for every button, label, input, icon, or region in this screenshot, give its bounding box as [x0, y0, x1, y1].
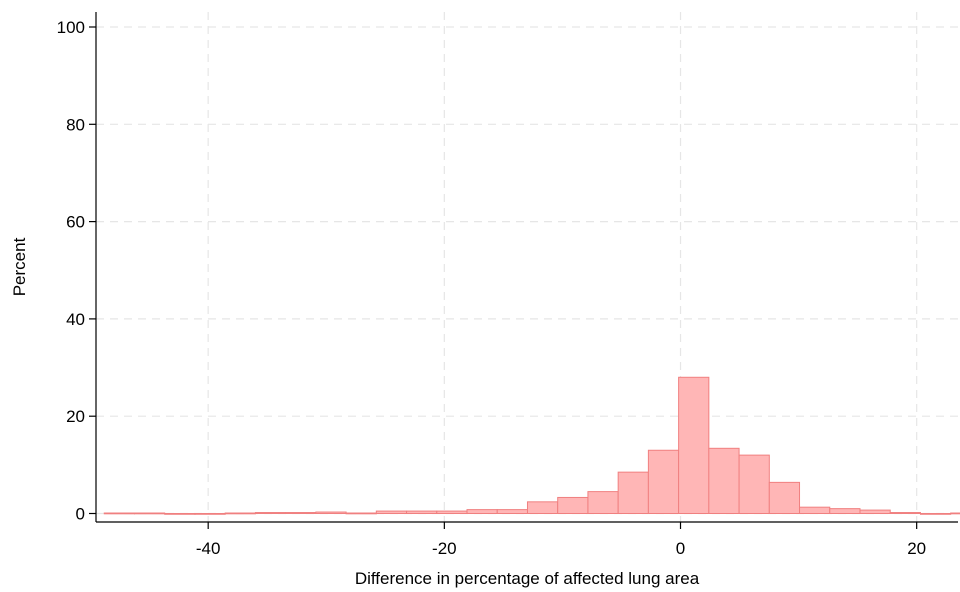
histogram-bar-5	[254, 512, 287, 514]
histogram-bar-13	[496, 509, 528, 515]
histogram-bar-17	[617, 471, 649, 514]
histogram-bar-18	[647, 449, 680, 515]
histogram-bar-24	[829, 508, 861, 515]
y-tick-label-100: 100	[57, 18, 85, 37]
gridlines	[96, 12, 958, 522]
histogram-bar-6	[285, 512, 317, 514]
histogram-bar-25	[859, 509, 891, 515]
histogram-bar-11	[436, 510, 468, 515]
histogram-bar-16	[587, 491, 619, 515]
y-tick-label-80: 80	[66, 115, 85, 134]
histogram-bar-8	[345, 512, 377, 515]
x-axis-title: Difference in percentage of affected lun…	[355, 569, 700, 588]
histogram-bar-19	[678, 376, 710, 514]
histogram-bar-21	[738, 454, 770, 514]
y-axis-title: Percent	[10, 237, 29, 296]
x-tick-label-20: 20	[907, 539, 926, 558]
y-tick-label-40: 40	[66, 310, 85, 329]
axes	[95, 12, 958, 523]
y-axis-ticks: 0 20 40 60 80 100	[57, 18, 96, 524]
histogram-bars	[103, 376, 960, 515]
histogram-bar-4	[224, 512, 256, 515]
histogram-bar-23	[799, 506, 831, 515]
x-tick-label-0: 0	[676, 539, 685, 558]
histogram-bar-28	[950, 512, 960, 515]
histogram-bar-14	[526, 501, 559, 515]
histogram-bar-26	[889, 512, 921, 514]
histogram-bar-9	[375, 510, 408, 515]
x-axis-ticks: -40 -20 0 20	[196, 522, 926, 558]
histogram-bar-22	[768, 481, 801, 515]
histogram-bar-2	[164, 513, 196, 515]
histogram-bar-10	[406, 510, 438, 515]
y-tick-label-60: 60	[66, 213, 85, 232]
y-tick-label-20: 20	[66, 407, 85, 426]
histogram-bar-7	[315, 511, 347, 515]
histogram-bar-27	[919, 513, 952, 515]
x-tick-label--20: -20	[432, 539, 457, 558]
histogram-bar-3	[194, 513, 226, 515]
x-tick-label--40: -40	[196, 539, 221, 558]
y-tick-label-0: 0	[76, 505, 85, 524]
histogram-bar-1	[133, 512, 166, 515]
histogram-bar-15	[557, 496, 589, 514]
histogram-bar-12	[466, 509, 498, 515]
histogram-bar-0	[103, 512, 135, 515]
histogram-bar-20	[708, 447, 740, 514]
